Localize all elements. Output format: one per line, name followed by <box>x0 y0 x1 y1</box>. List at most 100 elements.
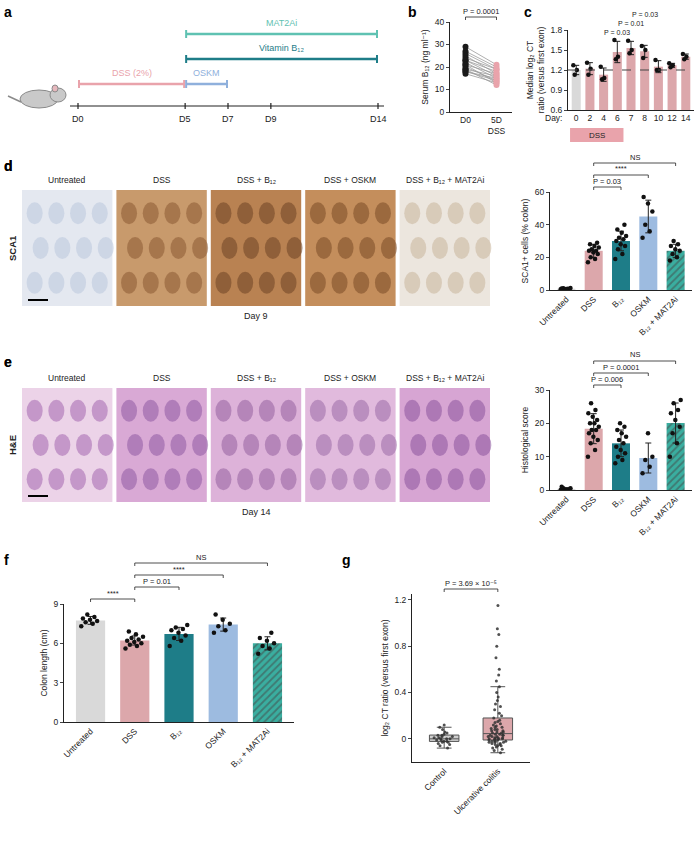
svg-text:60: 60 <box>535 187 545 197</box>
svg-text:DSS: DSS <box>579 494 599 514</box>
svg-text:g: g <box>342 552 351 568</box>
svg-text:6: 6 <box>615 113 620 123</box>
svg-text:NS: NS <box>630 153 640 162</box>
svg-text:OSKM: OSKM <box>193 68 220 78</box>
svg-text:H&E: H&E <box>7 435 18 455</box>
svg-text:OSKM: OSKM <box>628 294 653 319</box>
svg-text:Histological score: Histological score <box>520 406 530 473</box>
svg-text:P = 0.01: P = 0.01 <box>618 20 644 27</box>
svg-text:Median log₂ CTratio (versus fi: Median log₂ CTratio (versus first exon) <box>525 27 546 114</box>
svg-text:0: 0 <box>402 734 407 744</box>
svg-text:DSS + B₁₂ + MAT2Ai: DSS + B₁₂ + MAT2Ai <box>406 373 484 383</box>
svg-text:12: 12 <box>667 113 677 123</box>
svg-text:10: 10 <box>535 452 545 462</box>
svg-text:Control: Control <box>422 766 449 793</box>
svg-text:7: 7 <box>629 113 634 123</box>
svg-text:0.9: 0.9 <box>550 85 562 95</box>
svg-text:OSKM: OSKM <box>628 494 653 519</box>
svg-text:1.8: 1.8 <box>550 25 562 35</box>
svg-text:P = 0.03: P = 0.03 <box>593 177 621 186</box>
svg-text:5DDSS: 5DDSS <box>488 115 506 136</box>
svg-text:DSS + B₁₂: DSS + B₁₂ <box>237 373 276 383</box>
svg-text:1.2: 1.2 <box>394 595 406 605</box>
svg-text:MAT2Ai: MAT2Ai <box>266 18 297 28</box>
svg-text:P = 3.69 × 10⁻⁵: P = 3.69 × 10⁻⁵ <box>445 579 497 588</box>
svg-text:B₁₂: B₁₂ <box>610 294 625 309</box>
svg-text:10: 10 <box>654 113 664 123</box>
svg-text:B₁₂: B₁₂ <box>168 726 183 741</box>
svg-text:0: 0 <box>540 485 545 495</box>
svg-text:Ulcerative colitis: Ulcerative colitis <box>452 766 502 816</box>
svg-text:DSS + OSKM: DSS + OSKM <box>324 373 376 383</box>
svg-text:10: 10 <box>435 84 445 94</box>
svg-text:40: 40 <box>435 17 445 27</box>
svg-text:****: **** <box>107 589 119 598</box>
svg-text:Day 14: Day 14 <box>242 507 271 517</box>
svg-text:d: d <box>4 158 13 174</box>
svg-text:DSS (2%): DSS (2%) <box>112 68 152 78</box>
svg-text:a: a <box>4 4 12 20</box>
svg-text:****: **** <box>173 565 185 574</box>
svg-text:4: 4 <box>601 113 606 123</box>
svg-text:P = 0.03: P = 0.03 <box>632 11 658 18</box>
svg-text:f: f <box>4 552 9 568</box>
svg-text:9: 9 <box>54 599 59 609</box>
svg-text:DSS + B₁₂ + MAT2Ai: DSS + B₁₂ + MAT2Ai <box>406 175 484 185</box>
svg-text:B₁₂: B₁₂ <box>610 494 625 509</box>
svg-text:DSS: DSS <box>153 175 171 185</box>
svg-text:D7: D7 <box>222 114 234 124</box>
svg-text:6: 6 <box>54 638 59 648</box>
svg-text:30: 30 <box>435 39 445 49</box>
svg-text:D5: D5 <box>179 114 191 124</box>
svg-text:Day 9: Day 9 <box>244 311 268 321</box>
svg-text:d: d <box>4 158 13 174</box>
svg-text:2: 2 <box>588 113 593 123</box>
svg-text:0: 0 <box>54 717 59 727</box>
svg-text:P = 0.0001: P = 0.0001 <box>463 7 499 16</box>
svg-text:OSKM: OSKM <box>203 726 228 751</box>
svg-text:20: 20 <box>435 62 445 72</box>
svg-text:D9: D9 <box>265 114 277 124</box>
svg-text:1.2: 1.2 <box>550 65 562 75</box>
svg-text:P = 0.006: P = 0.006 <box>591 375 623 384</box>
svg-text:c: c <box>524 4 532 20</box>
svg-text:30: 30 <box>535 385 545 395</box>
svg-text:DSS + B₁₂: DSS + B₁₂ <box>237 175 276 185</box>
svg-text:20: 20 <box>535 418 545 428</box>
svg-text:Serum B₁₂ (ng ml⁻¹): Serum B₁₂ (ng ml⁻¹) <box>420 29 430 105</box>
svg-text:DSS: DSS <box>589 131 605 140</box>
svg-text:D14: D14 <box>370 114 387 124</box>
svg-text:Colon length (cm): Colon length (cm) <box>39 629 49 696</box>
svg-text:NS: NS <box>196 553 206 562</box>
svg-text:B₁₂ + MAT2Ai: B₁₂ + MAT2Ai <box>637 494 680 537</box>
svg-text:3: 3 <box>54 678 59 688</box>
svg-text:P = 0.03: P = 0.03 <box>604 29 630 36</box>
svg-text:Untreated: Untreated <box>48 175 86 185</box>
svg-text:P = 0.0001: P = 0.0001 <box>603 363 639 372</box>
svg-text:0.8: 0.8 <box>394 641 406 651</box>
svg-text:DSS: DSS <box>153 373 171 383</box>
svg-text:DSS: DSS <box>579 294 599 314</box>
svg-text:B₁₂ + MAT2Ai: B₁₂ + MAT2Ai <box>637 294 680 337</box>
svg-text:0: 0 <box>540 285 545 295</box>
svg-text:DSS + OSKM: DSS + OSKM <box>324 175 376 185</box>
svg-text:20: 20 <box>535 252 545 262</box>
svg-text:Day:: Day: <box>545 113 562 123</box>
svg-text:0.4: 0.4 <box>394 687 406 697</box>
svg-text:0.6: 0.6 <box>550 105 562 115</box>
svg-text:0: 0 <box>574 113 579 123</box>
svg-text:8: 8 <box>642 113 647 123</box>
svg-text:D0: D0 <box>72 114 84 124</box>
svg-text:e: e <box>4 354 12 370</box>
svg-text:40: 40 <box>535 220 545 230</box>
svg-text:1.5: 1.5 <box>550 45 562 55</box>
svg-text:Untreated: Untreated <box>537 494 571 528</box>
svg-text:NS: NS <box>630 350 640 359</box>
svg-text:Untreated: Untreated <box>48 373 86 383</box>
svg-text:14: 14 <box>681 113 691 123</box>
svg-text:0: 0 <box>440 107 445 117</box>
svg-text:D0: D0 <box>460 115 471 125</box>
svg-text:Vitamin B₁₂: Vitamin B₁₂ <box>259 43 304 53</box>
svg-text:SCA1+ cells (% colon): SCA1+ cells (% colon) <box>520 198 530 283</box>
svg-text:DSS: DSS <box>120 726 140 746</box>
